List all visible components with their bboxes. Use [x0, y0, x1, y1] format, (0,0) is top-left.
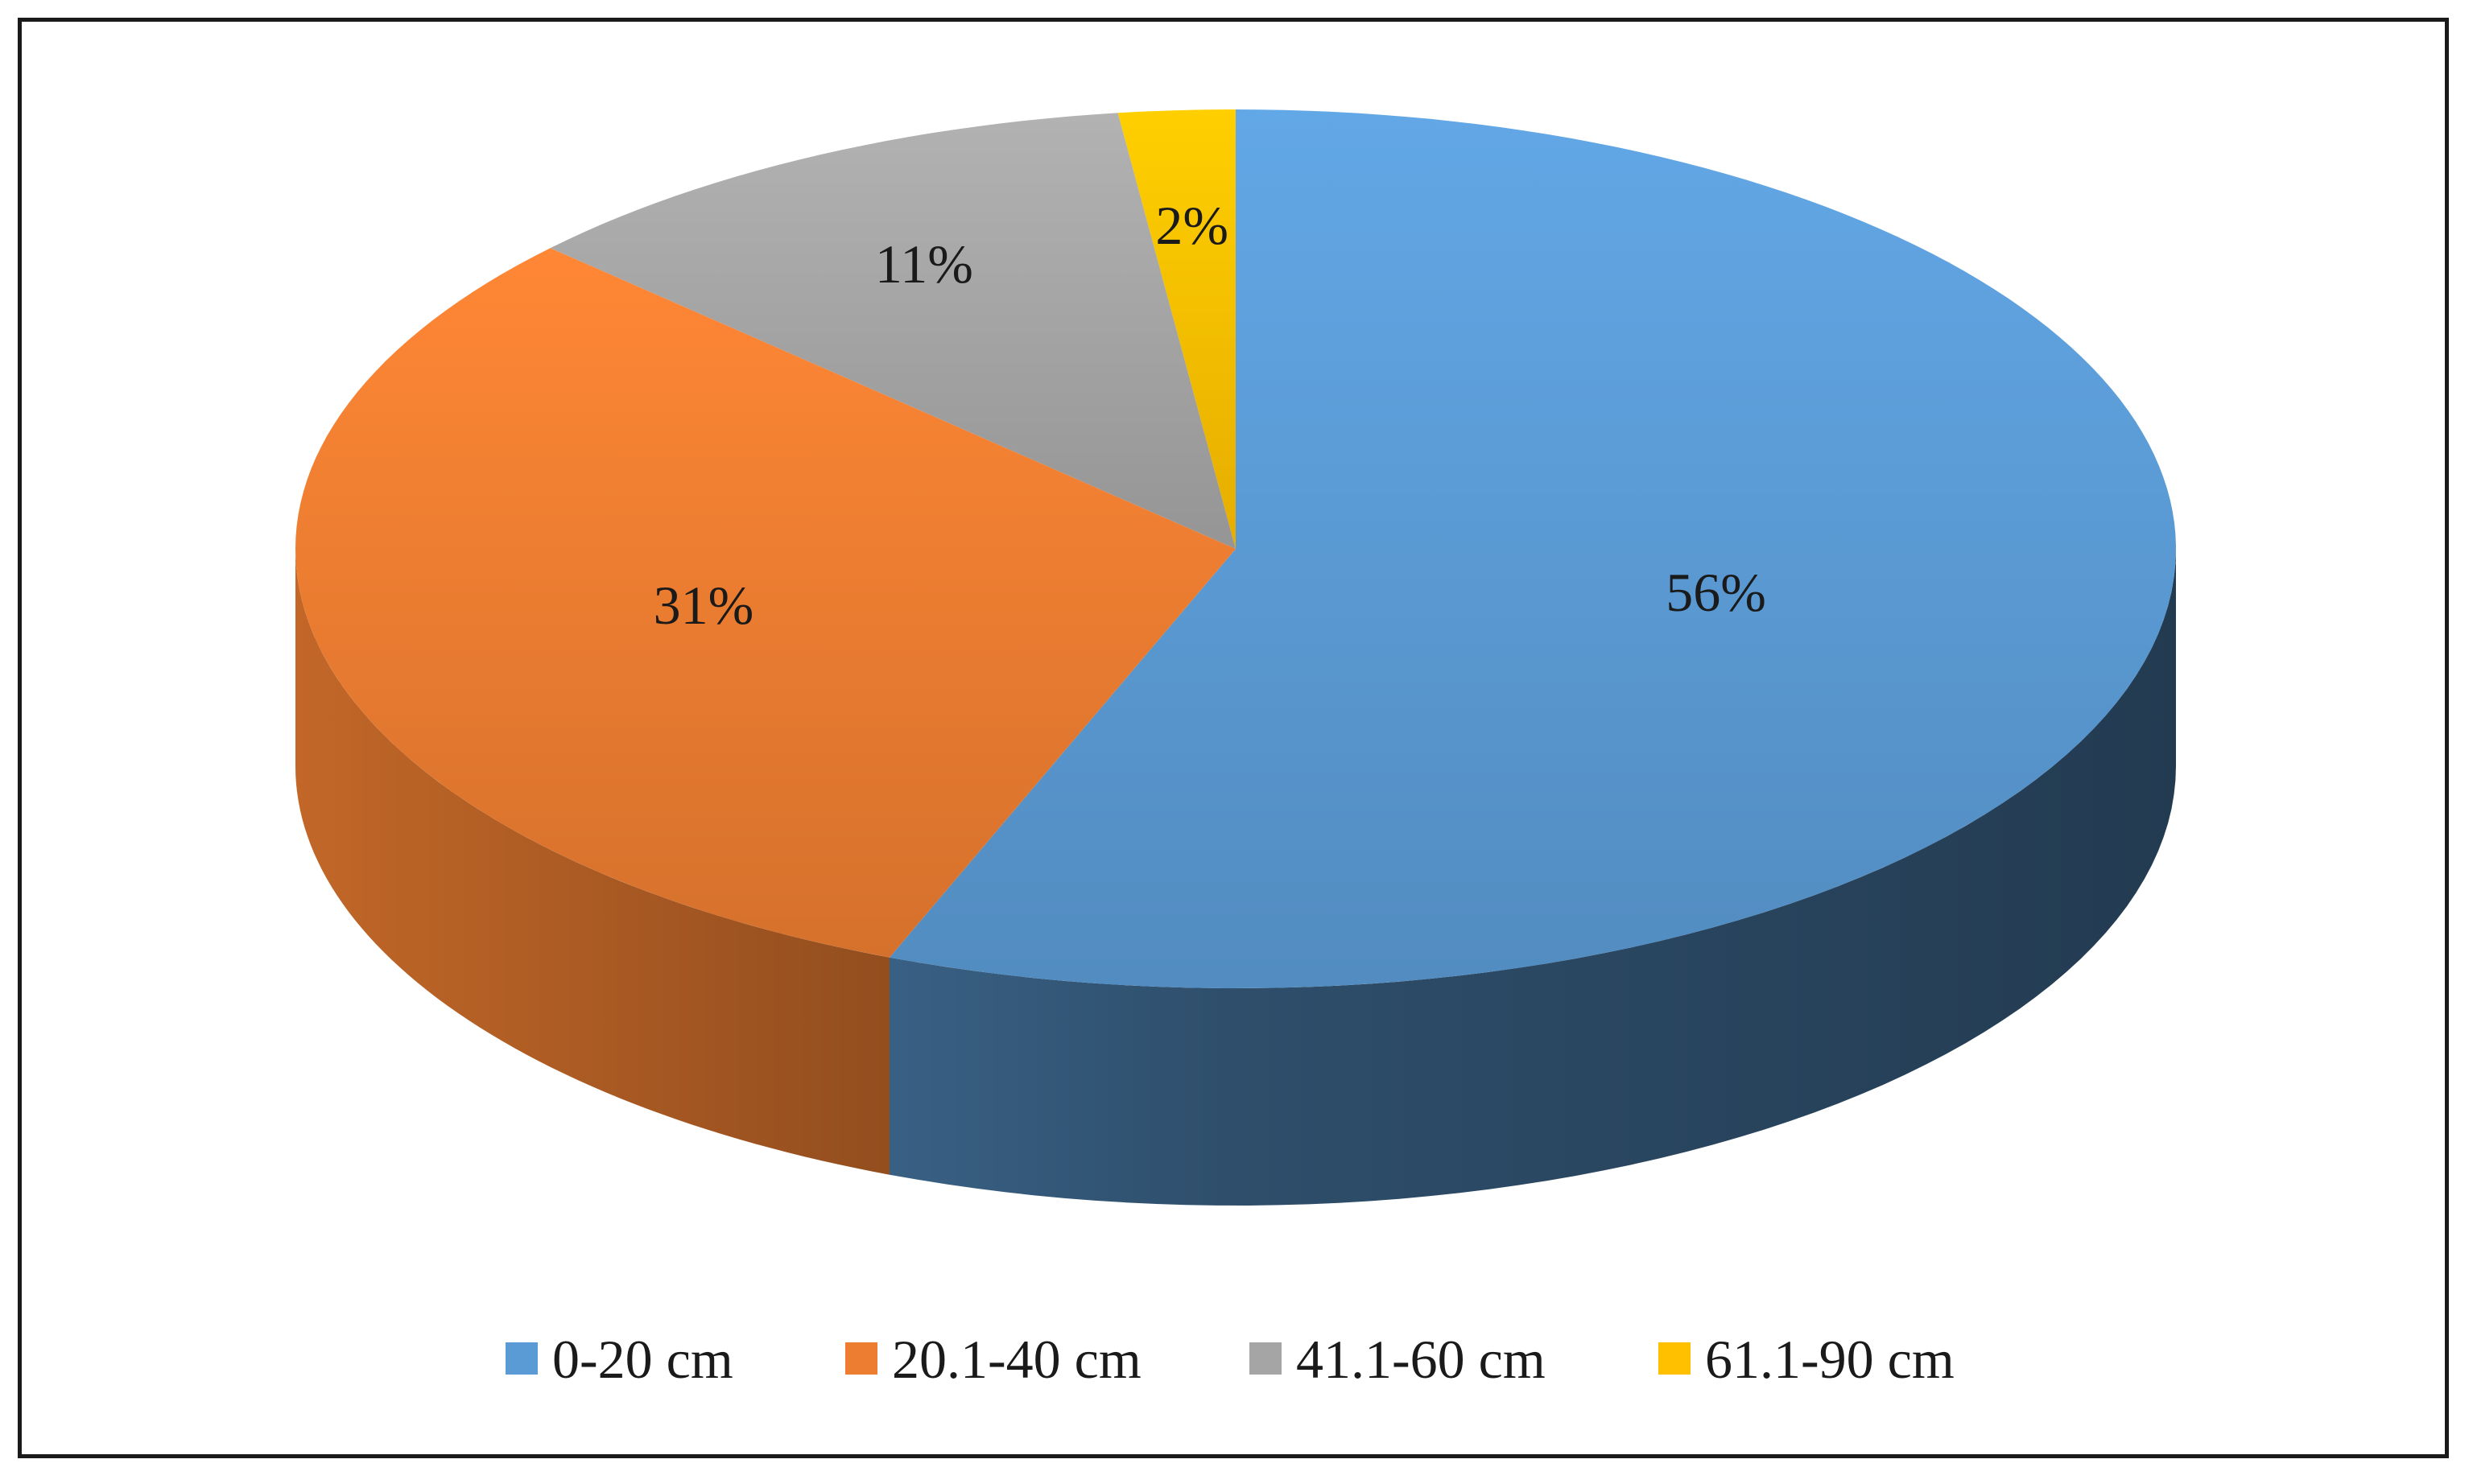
data-label-3: 2%: [1155, 195, 1228, 256]
pie-slice-0: [890, 109, 2176, 988]
pie-slice-1: [295, 248, 1236, 958]
legend-label-1: 20.1-40 cm: [892, 1329, 1142, 1390]
legend-label-3: 61.1-90 cm: [1705, 1329, 1955, 1390]
pie-side-1: [295, 549, 890, 1175]
data-label-2: 11%: [875, 233, 973, 295]
legend-swatch-0: [506, 1342, 538, 1375]
data-label-0: 56%: [1666, 562, 1766, 623]
pie-slice-2: [550, 113, 1236, 550]
legend-swatch-2: [1249, 1342, 1282, 1375]
legend-label-0: 0-20 cm: [552, 1329, 733, 1390]
pie-side-0: [890, 549, 2176, 1206]
legend-label-2: 41.1-60 cm: [1296, 1329, 1546, 1390]
pie-top: [295, 109, 2176, 988]
pie-data-labels: 56% 31% 11% 2%: [654, 195, 1766, 636]
legend-swatch-1: [845, 1342, 877, 1375]
legend-swatch-3: [1658, 1342, 1691, 1375]
pie-slice-3: [1117, 109, 1236, 549]
legend: 0-20 cm 20.1-40 cm 41.1-60 cm 61.1-90 cm: [506, 1329, 1955, 1390]
data-label-1: 31%: [654, 575, 754, 636]
pie-sides: [295, 549, 2176, 1206]
